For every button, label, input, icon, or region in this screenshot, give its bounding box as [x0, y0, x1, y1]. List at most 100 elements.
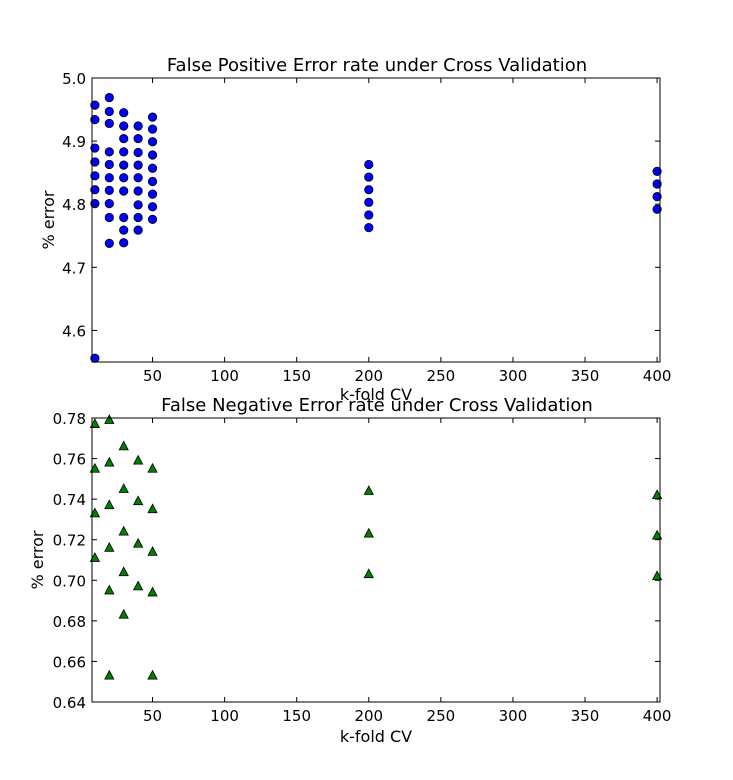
fn-data-point	[118, 440, 129, 451]
fn-x-tick-label: 300	[499, 707, 528, 725]
fp-data-point	[147, 137, 158, 147]
fn-points	[89, 414, 663, 680]
fp-data-point	[104, 159, 114, 170]
fp-y-axis-label: % error	[39, 190, 58, 249]
fp-data-point	[133, 173, 143, 183]
fp-data-point	[147, 163, 158, 173]
fn-y-tick-label: 0.78	[53, 410, 86, 428]
fn-data-point	[132, 495, 144, 506]
fp-x-tick-label: 100	[210, 367, 239, 385]
fn-data-point	[147, 503, 158, 514]
fn-data-point	[147, 462, 158, 473]
fp-data-point	[364, 210, 374, 220]
fp-data-point	[104, 173, 114, 183]
fp-data-point	[652, 204, 662, 214]
fp-x-tick-label: 150	[282, 367, 311, 385]
fn-data-point	[104, 414, 115, 424]
fp-data-point	[119, 186, 129, 196]
fp-x-tick-label: 250	[427, 367, 456, 385]
fp-data-point	[104, 185, 114, 195]
fp-data-point	[119, 147, 129, 157]
fn-x-ticks: 50 100 150 200 250 300 350 400	[143, 418, 671, 725]
fn-data-point	[89, 418, 101, 428]
fp-x-tick-label: 200	[354, 367, 383, 385]
fp-data-point	[147, 150, 158, 160]
fn-data-point	[104, 584, 115, 595]
fp-x-tick-label: 400	[643, 367, 672, 385]
fn-x-tick-label: 400	[643, 707, 672, 725]
fp-data-point	[119, 212, 129, 223]
fp-data-point	[104, 238, 114, 248]
fn-y-tick-label: 0.68	[53, 613, 86, 631]
fp-data-point	[133, 200, 143, 210]
fp-data-point	[147, 214, 158, 224]
fp-data-point	[104, 92, 114, 103]
fp-data-point	[119, 238, 129, 248]
fp-data-point	[652, 166, 662, 177]
fn-chart: False Negative Error rate under Cross Va…	[28, 395, 671, 746]
fn-data-point	[89, 462, 101, 473]
fn-x-tick-label: 250	[427, 707, 456, 725]
fp-data-point	[90, 157, 100, 167]
fn-data-point	[147, 586, 158, 597]
fp-data-point	[364, 222, 374, 233]
fp-data-point	[147, 189, 158, 199]
fp-data-point	[119, 160, 129, 170]
fp-x-axis-label: k-fold CV	[340, 385, 412, 404]
fp-data-point	[90, 185, 100, 195]
fn-y-tick-label: 0.74	[53, 491, 86, 509]
fp-data-point	[364, 159, 374, 170]
fp-chart: False Positive Error rate under Cross Va…	[39, 55, 671, 404]
fn-data-point	[651, 489, 663, 499]
fp-data-point	[90, 171, 100, 181]
fn-x-tick-label: 200	[354, 707, 383, 725]
fp-data-point	[90, 198, 100, 209]
fp-data-point	[104, 118, 114, 129]
fn-data-point	[89, 507, 101, 518]
fn-y-axis-label: % error	[28, 530, 47, 589]
fp-x-tick-label: 350	[571, 367, 600, 385]
fp-data-point	[119, 108, 129, 118]
fp-chart-title: False Positive Error rate under Cross Va…	[167, 55, 587, 76]
fn-data-point	[651, 570, 663, 581]
fp-y-tick-label: 4.6	[62, 322, 86, 340]
fn-data-point	[104, 456, 115, 467]
fp-data-point	[104, 147, 114, 157]
fn-data-point	[147, 669, 158, 680]
fp-data-point	[364, 185, 374, 195]
fn-chart-title: False Negative Error rate under Cross Va…	[161, 395, 593, 416]
fn-y-tick-label: 0.76	[53, 451, 86, 469]
fp-data-point	[147, 124, 158, 134]
fn-data-point	[363, 485, 374, 495]
fp-data-point	[133, 121, 143, 131]
fn-x-tick-label: 50	[143, 707, 162, 725]
fn-data-point	[89, 552, 101, 562]
fp-data-point	[652, 179, 662, 189]
fn-plot-frame	[91, 417, 661, 703]
fp-data-point	[652, 192, 662, 202]
fp-data-point	[133, 147, 143, 158]
fn-y-tick-label: 0.64	[53, 694, 86, 712]
fn-x-tick-label: 350	[571, 707, 600, 725]
fp-x-tick-label: 300	[499, 367, 528, 385]
fn-y-tick-label: 0.66	[53, 653, 86, 671]
fn-data-point	[651, 529, 663, 540]
fp-data-point	[119, 225, 129, 235]
fn-y-tick-label: 0.72	[53, 532, 86, 550]
fp-x-tick-label: 50	[143, 367, 162, 385]
fp-data-point	[133, 160, 143, 170]
fn-x-axis-label: k-fold CV	[340, 727, 412, 746]
fp-data-point	[90, 115, 100, 125]
fp-data-point	[119, 121, 129, 131]
fn-data-point	[104, 669, 115, 680]
fp-data-point	[147, 202, 158, 212]
fn-data-point	[118, 483, 129, 493]
fn-data-point	[147, 546, 158, 556]
fp-data-point	[104, 106, 114, 117]
fp-y-tick-label: 5.0	[62, 70, 86, 88]
fp-plot-frame	[91, 77, 661, 363]
fn-data-point	[132, 454, 144, 465]
fp-data-point	[133, 133, 143, 144]
fp-points	[90, 92, 662, 363]
